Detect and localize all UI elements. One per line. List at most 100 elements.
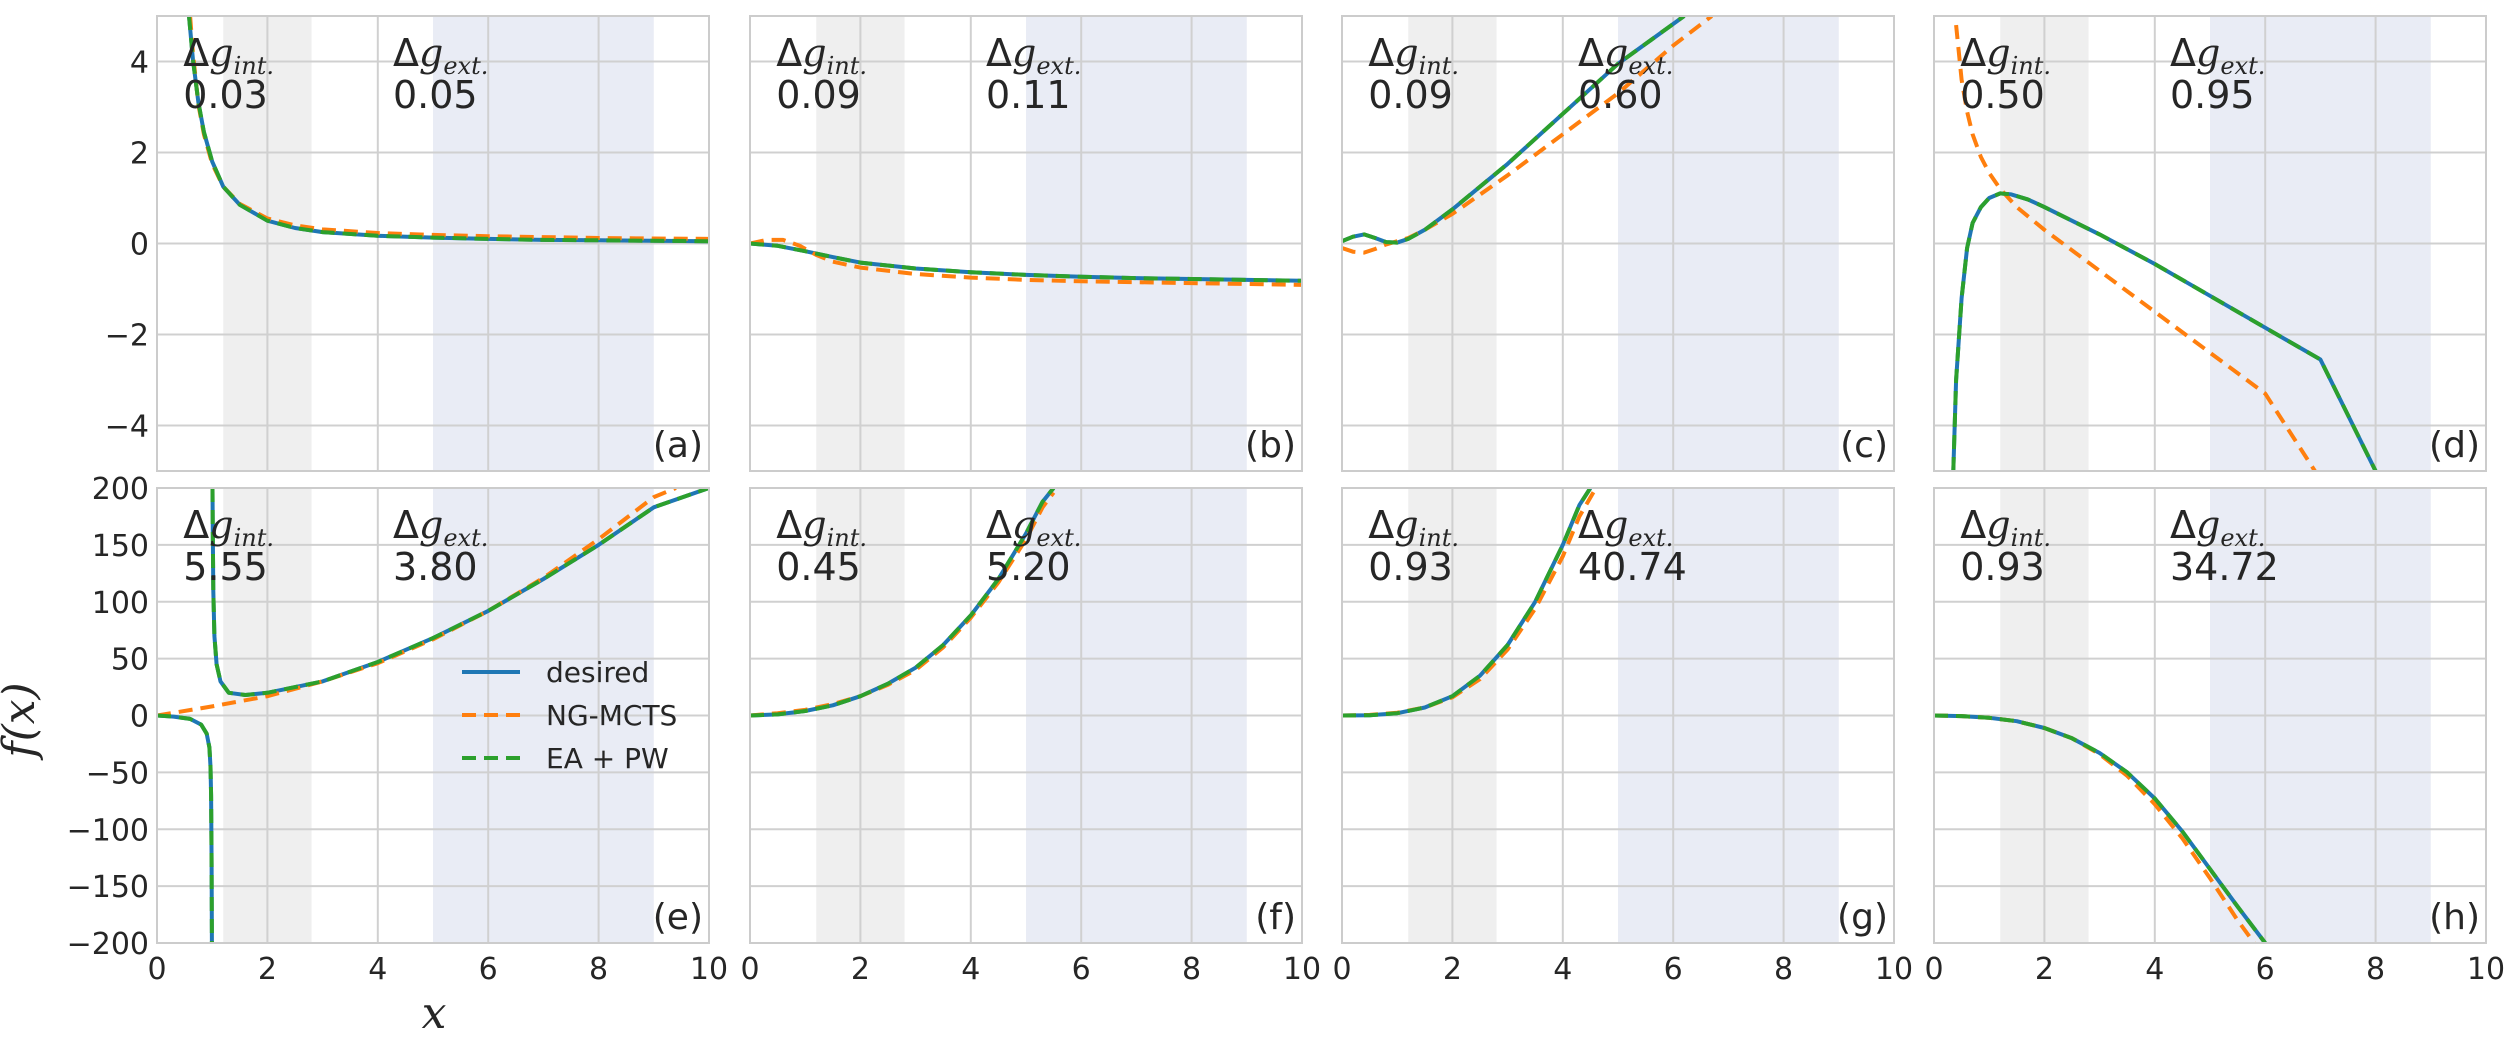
y-tick-label: 150 [92,529,149,564]
y-tick-label: −2 [105,319,149,354]
interpolation-error-label: Δgint. [183,31,274,80]
y-tick-label: 4 [130,46,149,81]
x-tick-label: 2 [851,952,870,987]
interpolation-error-value: 0.09 [1368,73,1453,117]
x-tick-label: 0 [147,952,166,987]
y-tick-label: −50 [86,756,149,791]
series-line-ea-pw [1342,488,1593,718]
plot-frame [1933,487,2487,944]
interpolation-error-value: 0.50 [1960,73,2045,117]
extrapolation-error-label: Δgext. [1578,503,1673,552]
series-line-ea-pw [750,241,1302,283]
panel-label: (f) [1255,897,1296,938]
shared-y-axis-label: f(x) [0,682,45,760]
plot-frame [749,487,1303,944]
extrapolation-error-label: Δgext. [986,31,1081,80]
interpolation-error-label: Δgint. [776,503,867,552]
extrapolation-error-label: Δgext. [1578,31,1673,80]
x-tick-label: 6 [1072,952,1091,987]
interpolation-error-label: Δgint. [776,31,867,80]
plot-frame [1341,487,1895,944]
interpolation-error-label: Δgint. [1960,503,2051,552]
interpolation-error-value: 0.93 [1960,545,2045,589]
x-tick-label: 10 [1875,952,1913,987]
x-tick-label: 2 [258,952,277,987]
series-line-ea-pw [750,488,1056,718]
y-tick-label: 2 [130,137,149,172]
extrapolation-error-value: 40.74 [1578,545,1687,589]
series-line-ng-mcts [750,237,1302,287]
panel-label: (e) [653,897,703,938]
series-line-ea-pw [1934,713,2267,943]
y-tick-label: −150 [67,870,149,905]
extrapolation-error-label: Δgext. [986,503,1081,552]
plot-frame [749,15,1303,472]
panel-h: 0 2 4 6 8 10 Δgint.0.93 Δgext.34.72 (h) [1924,487,2505,987]
x-tick-label: 2 [2035,952,2054,987]
panel-d: Δgint.0.50 Δgext.0.95 (d) [1933,15,2487,472]
y-tick-label: −200 [67,927,149,962]
x-tick-label: 4 [1553,952,1572,987]
x-tick-label: 6 [1664,952,1683,987]
panel-label: (c) [1840,425,1888,466]
x-tick-label: 6 [2256,952,2275,987]
x-tick-label: 10 [2467,952,2505,987]
x-tick-label: 8 [589,952,608,987]
panel-f: 0 2 4 6 8 10 Δgint.0.45 Δgext.5.20 (f) [740,487,1321,987]
y-tick-label: −100 [67,813,149,848]
panel-b: Δgint.0.09 Δgext.0.11 (b) [749,15,1303,472]
extrapolation-error-label: Δgext. [393,31,488,80]
y-tick-label: 200 [92,472,149,507]
x-tick-label: 4 [368,952,387,987]
plot-frame [1933,15,2487,472]
x-tick-label: 2 [1443,952,1462,987]
x-tick-label: 0 [740,952,759,987]
x-tick-label: 0 [1332,952,1351,987]
interpolation-error-value: 0.93 [1368,545,1453,589]
extrapolation-error-label: Δgext. [2170,31,2265,80]
series-line-ea-pw [157,713,214,943]
series-line-ea-pw [210,488,709,697]
y-tick-label: 0 [130,700,149,735]
panel-label: (a) [653,425,703,466]
extrapolation-error-value: 5.20 [986,545,1071,589]
panel-a: −4 −2 0 2 4 Δgint.0.03 Δgext.0.05 (a) [105,15,710,472]
x-tick-label: 0 [1924,952,1943,987]
legend: desired NG-MCTS EA + PW [462,656,677,775]
x-tick-label: 8 [2366,952,2385,987]
interpolation-error-value: 0.45 [776,545,861,589]
series-line-ng-mcts [1954,24,2317,471]
extrapolation-error-value: 34.72 [2170,545,2279,589]
x-tick-label: 8 [1774,952,1793,987]
extrapolation-error-value: 3.80 [393,545,478,589]
interpolation-error-value: 0.03 [183,73,268,117]
legend-label: NG-MCTS [546,699,677,732]
extrapolation-error-value: 0.60 [1578,73,1663,117]
panel-label: (g) [1837,897,1888,938]
extrapolation-error-label: Δgext. [2170,503,2265,552]
x-tick-label: 8 [1182,952,1201,987]
legend-label: desired [546,656,649,689]
x-tick-label: 10 [1283,952,1321,987]
plot-frame [156,15,710,472]
interpolation-error-value: 5.55 [183,545,268,589]
x-tick-label: 4 [961,952,980,987]
panel-c: Δgint.0.09 Δgext.0.60 (c) [1341,15,1895,472]
y-tick-label: −4 [105,410,149,445]
shared-x-axis-label: x [422,988,447,1039]
extrapolation-error-label: Δgext. [393,503,488,552]
panel-label: (d) [2429,425,2480,466]
interpolation-error-label: Δgint. [1368,31,1459,80]
extrapolation-error-value: 0.05 [393,73,478,117]
plot-frame [156,487,710,944]
plot-frame [1341,15,1895,472]
extrapolation-error-value: 0.95 [2170,73,2255,117]
y-tick-label: 50 [111,643,149,678]
series-line-ea-pw [1342,16,1686,245]
x-tick-label: 4 [2145,952,2164,987]
legend-label: EA + PW [546,742,669,775]
panel-label: (b) [1245,425,1296,466]
interpolation-error-value: 0.09 [776,73,861,117]
interpolation-error-label: Δgint. [183,503,274,552]
